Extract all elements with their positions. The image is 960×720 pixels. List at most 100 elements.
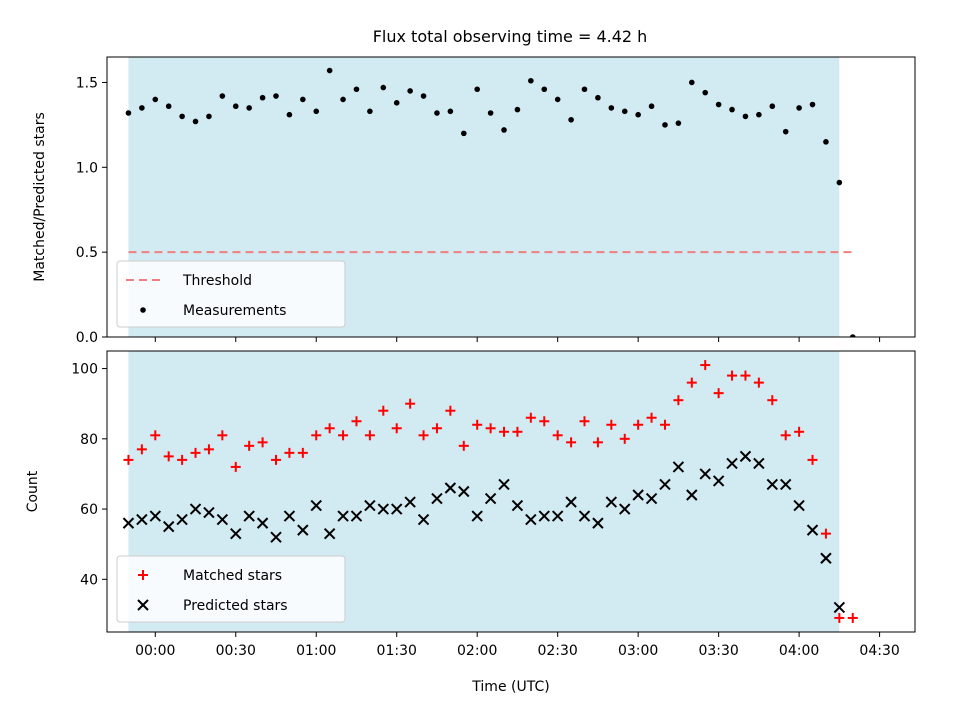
predicted-star-point	[484, 492, 497, 505]
measurement-point	[742, 113, 749, 120]
y-tick-label: 40	[80, 572, 98, 588]
matched-star-point	[418, 430, 429, 441]
matched-star-point	[351, 416, 362, 427]
x-tick-label: 04:30	[859, 643, 899, 659]
matched-star-point	[780, 430, 791, 441]
measurement-point	[782, 128, 789, 135]
axes-frame	[106, 56, 916, 338]
measurement-point	[729, 106, 735, 113]
measurement-point	[219, 93, 226, 99]
matched-star-point	[445, 405, 456, 416]
measurement-point	[326, 67, 333, 74]
predicted-star-point	[632, 489, 644, 501]
y-tick-label: 1.5	[76, 75, 98, 91]
matched-star-point	[458, 440, 469, 451]
legend-matched-swatch	[138, 570, 148, 580]
predicted-star-point	[712, 475, 725, 487]
predicted-star-point	[189, 503, 202, 515]
top-panel: 0.0 0.5 1.0 1.5 Matched/Predicted stars Thres…	[32, 56, 916, 346]
matched-star-point	[230, 461, 241, 472]
matched-star-point	[150, 430, 161, 441]
predicted-star-point	[337, 510, 349, 522]
legend-label: Threshold	[182, 273, 252, 289]
predicted-star-point	[230, 527, 242, 540]
measurement-point	[514, 106, 521, 113]
measurement-point	[756, 111, 762, 118]
matched-star-point	[552, 430, 563, 441]
y-tick-label: 100	[71, 362, 98, 378]
matched-star-point	[753, 377, 764, 388]
y-tick-label: 60	[80, 502, 98, 518]
measurement-point	[125, 110, 132, 116]
measurement-point	[380, 84, 387, 91]
measurement-point	[340, 96, 346, 103]
measurement-point	[648, 103, 655, 110]
y-tick-label: 1.0	[76, 160, 98, 176]
measurement-point	[487, 110, 494, 116]
measurement-point	[259, 94, 266, 101]
legend-label: Matched stars	[183, 568, 282, 584]
measurement-point	[595, 94, 601, 101]
legend: Matched stars Predicted stars	[116, 555, 346, 623]
measurement-point	[460, 130, 467, 137]
matched-star-point	[244, 440, 255, 451]
x-tick-label: 03:00	[618, 643, 658, 659]
predicted-star-point	[753, 457, 765, 470]
matched-star-point	[592, 437, 603, 448]
predicted-star-point	[739, 450, 752, 463]
predicted-star-point	[605, 496, 618, 508]
matched-star-point	[190, 447, 201, 458]
matched-star-point	[203, 444, 214, 455]
measurement-point	[273, 93, 279, 99]
predicted-star-point	[551, 510, 564, 522]
y-tick-label: 0.0	[76, 330, 98, 346]
legend-predicted-swatch	[137, 599, 149, 611]
matched-star-point	[378, 405, 389, 416]
measurement-point	[286, 111, 293, 118]
measurement-point	[581, 86, 588, 93]
predicted-star-point	[726, 457, 738, 470]
matched-star-point	[659, 419, 670, 430]
y-tick-label: 80	[80, 432, 98, 448]
measurement-point	[474, 86, 480, 93]
matched-star-point	[646, 412, 657, 423]
y-axis-label: Count	[25, 470, 41, 512]
matched-star-point	[136, 444, 147, 455]
predicted-star-point	[323, 527, 336, 540]
matched-star-point	[431, 423, 442, 434]
predicted-star-point	[511, 499, 524, 512]
x-tick-label: 02:30	[537, 643, 577, 659]
legend-box	[116, 260, 346, 328]
matched-star-point	[619, 433, 630, 444]
matched-star-point	[338, 430, 349, 441]
predicted-star-point	[645, 492, 658, 505]
y-axis-label: Matched/Predicted stars	[32, 112, 48, 282]
predicted-star-point	[350, 510, 363, 522]
matched-star-point	[539, 416, 550, 427]
predicted-star-point	[391, 503, 403, 515]
predicted-star-point	[417, 513, 430, 526]
matched-star-point	[485, 423, 496, 434]
matched-star-point	[257, 437, 268, 448]
predicted-star-point	[283, 510, 296, 522]
predicted-star-point	[256, 517, 269, 529]
x-tick-label: 04:00	[779, 643, 819, 659]
measurement-point	[300, 96, 306, 103]
predicted-star-point	[270, 531, 282, 543]
x-axis-label: Time (UTC)	[471, 679, 549, 695]
matched-star-point	[834, 612, 845, 623]
measurement-point	[554, 96, 561, 103]
legend-label: Measurements	[183, 303, 286, 319]
matched-star-point	[713, 388, 724, 399]
matched-star-point	[284, 447, 295, 458]
predicted-star-point	[793, 499, 805, 512]
legend-label: Predicted stars	[183, 598, 288, 614]
measurement-point	[608, 105, 615, 111]
predicted-star-point	[149, 510, 161, 522]
matched-star-point	[391, 423, 402, 434]
matched-star-point	[324, 423, 335, 434]
matched-star-point	[217, 430, 228, 441]
matched-star-point	[566, 437, 577, 448]
predicted-star-point	[310, 499, 322, 512]
x-tick-label: 01:30	[377, 643, 417, 659]
